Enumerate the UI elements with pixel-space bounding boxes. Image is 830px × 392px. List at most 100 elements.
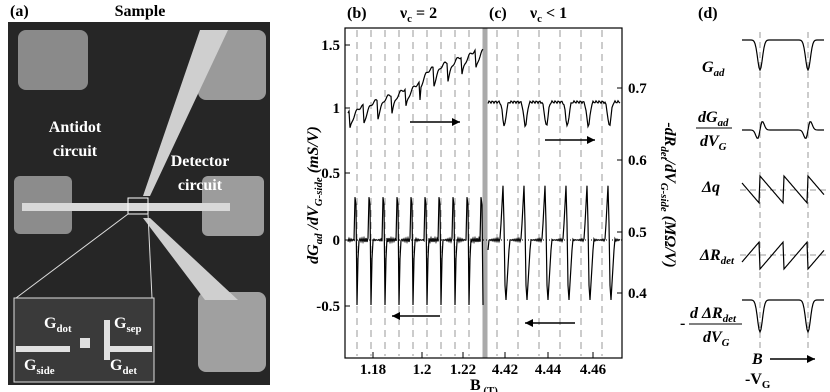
- x-axis-label: B (T): [470, 377, 498, 392]
- y-tick-label: 0: [333, 233, 341, 249]
- text-part: = 2: [412, 5, 437, 22]
- text-part: Δq: [701, 179, 720, 196]
- text-part: dV: [703, 329, 723, 346]
- x-tick-label: 1.22: [450, 362, 476, 378]
- text-part: dG: [698, 109, 718, 126]
- plot-frame: [344, 27, 623, 359]
- trace: [347, 197, 484, 306]
- label-detector: circuit: [178, 177, 223, 194]
- text-part: dot: [56, 323, 71, 335]
- inset-label: Gdot: [44, 315, 72, 335]
- text-part: G: [114, 315, 127, 332]
- row-label: ΔRdet: [699, 247, 735, 267]
- schematic-curve: [742, 299, 824, 334]
- trace: [347, 48, 484, 128]
- panel-label: (c): [489, 5, 507, 22]
- row-label: Δq: [701, 179, 720, 196]
- text-part: ad: [714, 67, 725, 79]
- text-part: det: [723, 313, 737, 325]
- text-part: < 1: [542, 5, 567, 22]
- text-part: G: [719, 141, 727, 153]
- text-part: c: [537, 13, 542, 25]
- x-tick-label: 1.18: [360, 362, 386, 378]
- panel-label: (d): [698, 5, 718, 22]
- row-label: -: [680, 315, 685, 332]
- row-label: Gad: [702, 59, 725, 79]
- row-label: dGad: [698, 109, 729, 129]
- text-part: G-side: [313, 177, 325, 206]
- label-antidot: circuit: [53, 143, 98, 160]
- panel-label: (a): [10, 3, 29, 20]
- schematic-curve: [742, 39, 824, 72]
- y2-tick-label: 0.7: [628, 81, 647, 97]
- text-part: dV: [700, 133, 720, 150]
- label-antidot: Antidot: [49, 119, 102, 136]
- y2-tick-label: 0.6: [628, 153, 647, 169]
- text-part: c: [407, 13, 412, 25]
- arrow-head: [452, 118, 460, 126]
- y2-tick-label: 0.4: [628, 286, 647, 302]
- text-part: det: [721, 255, 735, 267]
- panel-title: νc = 2: [399, 5, 437, 25]
- panel-title: νc < 1: [529, 5, 567, 25]
- text-part: G: [762, 379, 771, 391]
- text-part: (T): [481, 385, 499, 392]
- text-part: /dV: [661, 159, 678, 184]
- inset-label: Gdet: [110, 357, 137, 377]
- x-tick-label: 4.46: [580, 362, 607, 378]
- label-detector: Detector: [171, 153, 230, 170]
- arrow-head: [807, 355, 815, 363]
- trace: [487, 185, 621, 301]
- x-tick-label: 4.42: [492, 362, 518, 378]
- text-part: ad: [313, 233, 325, 244]
- y-tick-label: -0.5: [316, 299, 340, 315]
- inset-label: Gside: [24, 357, 55, 377]
- text-part: G: [110, 357, 123, 374]
- panel-title: Sample: [115, 3, 166, 20]
- y-tick-label: 1: [333, 101, 341, 117]
- text-part: G: [24, 357, 37, 374]
- text-part: det: [658, 146, 670, 160]
- row-label: dVG: [703, 329, 730, 349]
- arrow-head: [392, 312, 400, 320]
- arrow-head: [587, 136, 595, 144]
- y2-axis-label: -dRdet/dVG-side (MΩ/V): [658, 122, 678, 267]
- y-tick-label: 0.5: [321, 166, 340, 182]
- text-part: ν: [529, 5, 537, 22]
- text-part: ad: [718, 117, 729, 129]
- text-part: B: [470, 377, 481, 392]
- row-label: d ΔRdet: [690, 305, 737, 325]
- trace: [487, 99, 621, 129]
- y-axis-label: dGad /dVG-side (mS/V): [305, 126, 325, 264]
- text-part: d ΔR: [690, 305, 723, 322]
- text-part: G: [702, 59, 714, 76]
- text-part: ΔR: [699, 247, 721, 264]
- text-part: G-side: [658, 183, 670, 212]
- schematic-curve: [741, 174, 825, 205]
- sem-image: [8, 22, 270, 385]
- x-tick-label: 4.44: [535, 362, 562, 378]
- text-part: -V: [745, 371, 762, 388]
- x-tick-label: 1.2: [413, 362, 432, 378]
- arrow-head: [525, 319, 533, 327]
- row-label: dVG: [700, 133, 727, 153]
- panel-label: (b): [347, 5, 367, 22]
- text-part: G: [44, 315, 57, 332]
- text-part: side: [36, 365, 54, 377]
- inset-label: Gsep: [114, 315, 142, 335]
- y-tick-label: 1.5: [321, 38, 340, 54]
- row-label: B: [751, 351, 763, 368]
- row-label: -VG: [745, 371, 771, 391]
- y2-tick-label: 0.5: [628, 225, 647, 241]
- text-part: det: [122, 365, 137, 377]
- text-part: ν: [399, 5, 407, 22]
- text-part: sep: [126, 323, 141, 335]
- text-part: -dR: [661, 122, 678, 146]
- text-part: (MΩ/V): [661, 212, 678, 268]
- schematic-curve: [742, 121, 824, 139]
- text-part: G: [722, 337, 730, 349]
- text-part: (mS/V): [305, 126, 322, 177]
- text-part: /dV: [305, 205, 322, 233]
- schematic-curve: [741, 240, 825, 271]
